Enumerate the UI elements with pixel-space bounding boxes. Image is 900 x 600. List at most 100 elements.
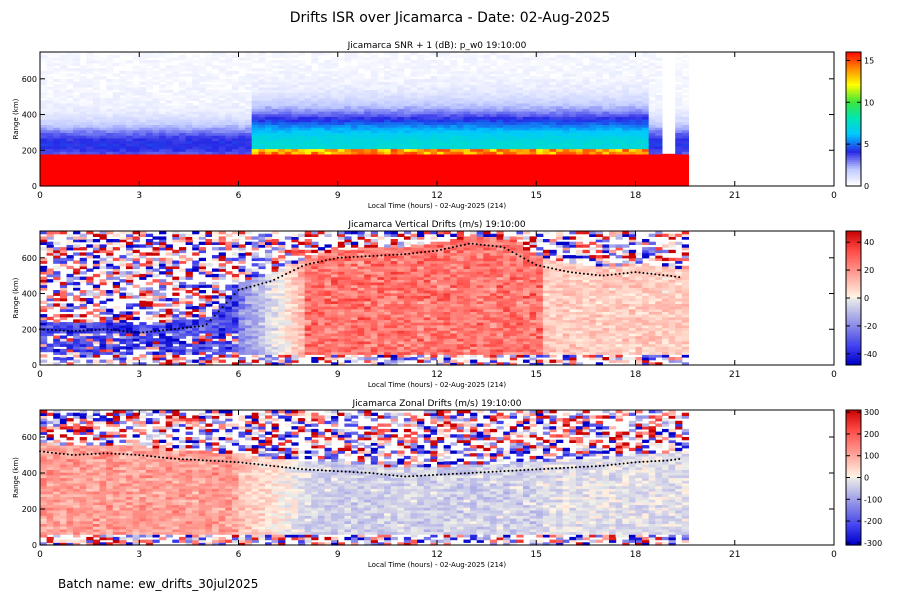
heatmap-cell	[377, 153, 385, 158]
heatmap-cell	[159, 175, 167, 179]
heatmap-cell	[351, 161, 359, 166]
heatmap-cell	[344, 57, 352, 61]
heatmap-cell	[86, 65, 94, 69]
heatmap-cell	[198, 172, 206, 176]
heatmap-cell	[159, 156, 167, 160]
heatmap-cell	[304, 84, 312, 88]
heatmap-cell	[152, 140, 160, 144]
heatmap-cell	[443, 132, 451, 136]
heatmap-cell	[278, 140, 286, 144]
heatmap-cell	[364, 124, 372, 128]
heatmap-cell	[284, 102, 292, 107]
heatmap-cell	[185, 116, 193, 120]
heatmap-cell	[192, 89, 200, 93]
heatmap-cell	[99, 137, 107, 142]
heatmap-cell	[225, 132, 233, 136]
heatmap-cell	[40, 81, 48, 85]
heatmap-cell	[311, 183, 319, 187]
heatmap-cell	[377, 100, 385, 104]
heatmap-cell	[139, 116, 147, 120]
heatmap-cell	[410, 108, 418, 112]
heatmap-cell	[265, 143, 273, 147]
heatmap-cell	[172, 137, 180, 142]
heatmap-cell	[66, 60, 74, 64]
heatmap-cell	[106, 121, 114, 125]
heatmap-cell	[40, 247, 48, 251]
heatmap-cell	[681, 70, 689, 75]
heatmap-cell	[92, 121, 101, 125]
heatmap-cell	[357, 94, 365, 99]
heatmap-cell	[430, 153, 438, 158]
heatmap-cell	[317, 84, 326, 88]
heatmap-cell	[225, 60, 233, 64]
heatmap-cell	[403, 121, 412, 125]
heatmap-cell	[40, 116, 48, 120]
heatmap-cell	[317, 102, 326, 107]
heatmap-cell	[159, 108, 167, 112]
heatmap-cell	[675, 92, 683, 96]
heatmap-cell	[317, 113, 326, 117]
heatmap-cell	[351, 167, 359, 171]
heatmap-cell	[403, 135, 412, 139]
heatmap-cell	[53, 124, 61, 128]
heatmap-cell	[53, 241, 61, 245]
heatmap-cell	[112, 100, 120, 104]
heatmap-cell	[258, 132, 266, 136]
heatmap-cell	[331, 65, 339, 69]
heatmap-cell	[86, 116, 94, 120]
heatmap-cell	[430, 127, 438, 131]
heatmap-cell	[324, 86, 332, 91]
heatmap-cell	[218, 121, 226, 125]
heatmap-cell	[403, 178, 412, 182]
heatmap-cell	[86, 169, 94, 174]
heatmap-cell	[265, 175, 273, 179]
heatmap-cell	[403, 97, 412, 101]
heatmap-cell	[430, 84, 438, 88]
heatmap-cell	[218, 132, 226, 136]
heatmap-cell	[139, 86, 147, 91]
heatmap-cell	[179, 124, 187, 128]
heatmap-cell	[112, 180, 120, 184]
heatmap-cell	[311, 156, 319, 160]
heatmap-cell	[73, 76, 81, 80]
heatmap-cell	[344, 60, 352, 64]
heatmap-cell	[185, 164, 193, 168]
heatmap-cell	[370, 57, 378, 61]
heatmap-cell	[59, 108, 68, 112]
colorbar-segment	[846, 69, 861, 73]
heatmap-cell	[324, 161, 332, 166]
heatmap-cell	[258, 89, 266, 93]
heatmap-cell	[99, 76, 107, 80]
heatmap-cell	[192, 143, 200, 147]
heatmap-cell	[132, 52, 140, 56]
heatmap-cell	[66, 78, 74, 83]
heatmap-cell	[132, 102, 140, 107]
heatmap-cell	[430, 92, 438, 96]
heatmap-cell	[344, 172, 352, 176]
heatmap-cell	[377, 167, 385, 171]
heatmap-cell	[344, 175, 352, 179]
heatmap-cell	[92, 68, 101, 72]
heatmap-cell	[364, 167, 372, 171]
heatmap-cell	[351, 151, 359, 155]
heatmap-cell	[245, 132, 253, 136]
heatmap-cell	[86, 298, 94, 302]
heatmap-cell	[139, 143, 147, 147]
heatmap-cell	[258, 57, 266, 61]
heatmap-cell	[66, 183, 74, 187]
heatmap-cell	[370, 175, 378, 179]
heatmap-cell	[152, 81, 160, 85]
heatmap-cell	[132, 68, 140, 72]
heatmap-cell	[79, 140, 87, 144]
heatmap-cell	[642, 76, 650, 80]
heatmap-cell	[311, 100, 319, 104]
heatmap-cell	[159, 113, 167, 117]
heatmap-cell	[430, 70, 438, 75]
heatmap-cell	[59, 105, 68, 109]
heatmap-cell	[298, 137, 306, 142]
heatmap-cell	[403, 105, 412, 109]
heatmap-cell	[331, 151, 339, 155]
heatmap-cell	[179, 172, 187, 176]
heatmap-cell	[364, 81, 372, 85]
heatmap-cell	[582, 65, 590, 69]
